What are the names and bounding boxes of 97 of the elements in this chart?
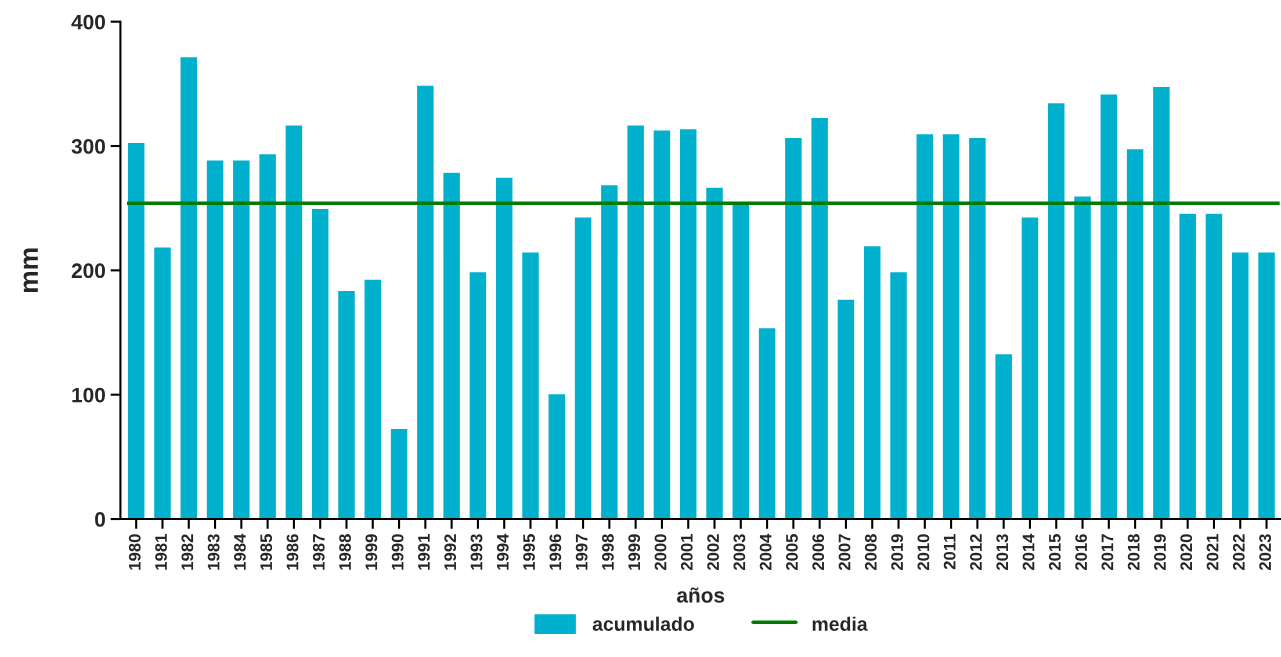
x-tick-label: 2006 — [812, 534, 825, 571]
bar — [652, 129, 672, 520]
legend-label: acumulado — [592, 616, 695, 631]
bar — [1046, 101, 1066, 520]
x-tick-label: 1988 — [339, 534, 351, 570]
x-tick-label: 2002 — [707, 534, 719, 571]
x-tick-label: 2003 — [733, 534, 746, 571]
bar — [731, 202, 751, 520]
x-tick-label: 2017 — [1101, 534, 1114, 571]
x-tick-label: 2005 — [786, 534, 798, 571]
bar — [520, 251, 541, 520]
bar — [179, 55, 199, 520]
bar — [862, 244, 882, 520]
x-tick-label: 1981 — [155, 534, 167, 570]
bar — [1072, 195, 1093, 520]
x-tick-label: 1987 — [312, 534, 325, 570]
bar — [257, 152, 278, 520]
y-tick-label: 400 — [71, 14, 105, 30]
y-tick-label: 100 — [72, 387, 105, 403]
bar — [941, 132, 961, 520]
x-tick-label: 1997 — [575, 534, 588, 570]
x-tick-label: 1994 — [496, 533, 509, 570]
x-tick-label: 2014 — [1022, 533, 1035, 571]
bar — [678, 127, 698, 520]
x-tick-label: 1984 — [234, 533, 246, 570]
bar — [573, 216, 593, 520]
bar — [363, 278, 383, 520]
x-tick-label: 1980 — [128, 534, 141, 570]
bar — [1020, 216, 1040, 520]
bar — [336, 289, 357, 520]
bar — [994, 352, 1014, 520]
x-tick-label: 1992 — [444, 534, 457, 570]
x-tick-label: 1991 — [418, 534, 430, 570]
bar — [494, 176, 514, 520]
x-tick-label: 2019 — [891, 534, 903, 571]
x-tick-label: 1999 — [365, 534, 378, 570]
x-tick-label: 2011 — [943, 534, 956, 570]
y-tick-label: 300 — [71, 139, 105, 154]
y-tick-label: 0 — [95, 512, 105, 527]
bar — [468, 270, 488, 520]
bar — [757, 326, 777, 520]
x-tick-label: 2021 — [1206, 534, 1219, 571]
bar — [626, 124, 646, 520]
bar — [547, 392, 567, 520]
x-tick-label: 2013 — [996, 534, 1009, 571]
x-tick-label: 2020 — [1180, 534, 1193, 571]
bar — [836, 298, 856, 520]
bar — [1125, 147, 1145, 520]
x-tick-label: 1999 — [628, 534, 641, 570]
x-tick-label: 1986 — [286, 534, 299, 570]
bar — [1256, 251, 1277, 520]
bar — [1099, 93, 1119, 520]
x-tick-label: 2000 — [654, 534, 667, 571]
x-tick-label: 1983 — [207, 534, 220, 570]
x-tick-label: 1982 — [181, 534, 194, 570]
bar — [442, 171, 462, 520]
bar — [599, 183, 619, 520]
x-tick-label: 1993 — [470, 534, 483, 570]
bar — [704, 186, 725, 520]
x-tick-label: 2016 — [1075, 534, 1087, 571]
bar — [1230, 251, 1250, 520]
bar — [810, 116, 830, 520]
bar — [126, 141, 146, 520]
y-tick-label: 200 — [71, 263, 105, 279]
x-tick-label: 1990 — [391, 534, 404, 570]
x-tick-label: 2019 — [1154, 534, 1166, 571]
x-tick-label: 1995 — [523, 534, 535, 570]
bar — [231, 159, 251, 520]
bar — [389, 427, 409, 520]
bar — [1178, 212, 1198, 520]
x-tick-label: 2015 — [1048, 534, 1061, 571]
bar — [783, 136, 804, 520]
x-tick-label: 2004 — [759, 533, 772, 571]
bar — [1151, 85, 1172, 520]
x-tick-label: 2023 — [1259, 534, 1272, 571]
x-tick-label: 1998 — [602, 534, 614, 570]
x-tick-label: 1985 — [260, 534, 273, 570]
x-tick-label: 2007 — [838, 534, 851, 571]
bar — [415, 84, 435, 520]
bar — [888, 270, 909, 520]
x-tick-label: 2010 — [917, 534, 930, 571]
bar — [310, 207, 330, 520]
x-tick-label: 2012 — [970, 534, 982, 571]
bar — [915, 132, 935, 520]
bar — [152, 246, 173, 520]
x-tick-label: 2018 — [1127, 534, 1140, 571]
legend-label: media — [812, 616, 868, 631]
x-tick-label: 2022 — [1232, 534, 1245, 571]
bar — [205, 159, 225, 520]
bar — [967, 136, 988, 520]
y-axis-title: mm — [23, 248, 38, 293]
x-axis-title: años — [677, 587, 725, 603]
x-tick-label: 2001 — [680, 534, 693, 571]
x-tick-label: 1996 — [549, 534, 562, 570]
bar — [1204, 212, 1224, 520]
bar — [284, 124, 304, 520]
x-tick-label: 2008 — [864, 534, 877, 571]
